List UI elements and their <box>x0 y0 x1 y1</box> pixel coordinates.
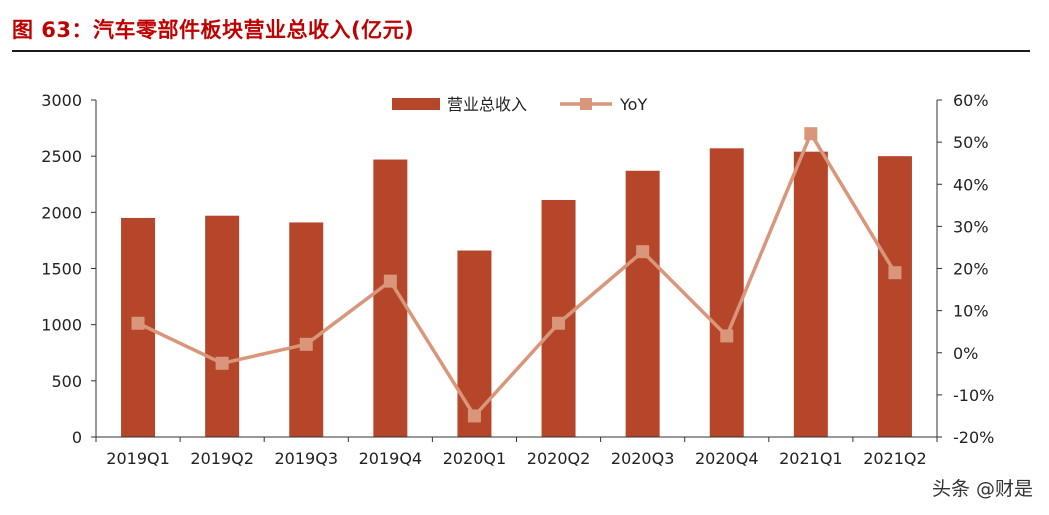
x-tick-label: 2019Q4 <box>359 449 423 468</box>
figure-title: 图 63：汽车零部件板块营业总收入(亿元) <box>12 18 415 42</box>
x-tick-label: 2020Q2 <box>527 449 591 468</box>
yoy-marker-2019Q1 <box>131 316 145 330</box>
legend-line-marker <box>580 98 592 110</box>
x-tick-label: 2021Q2 <box>863 449 927 468</box>
right-tick-label: 0% <box>953 344 978 363</box>
axes-layer: 0 500 1000 1500 2000 2500 3000 -20% -10% 0% 10% 20%… <box>41 91 994 468</box>
yoy-marker-2020Q1 <box>467 409 481 423</box>
bar-2019Q3 <box>289 222 324 437</box>
legend-line-label: YoY <box>619 95 647 114</box>
right-tick-label: 60% <box>953 91 989 110</box>
watermark: 头条 @财是 <box>931 478 1033 500</box>
x-tick-label: 2020Q4 <box>695 449 759 468</box>
right-tick-label: 20% <box>953 260 989 279</box>
bar-2021Q1 <box>793 151 828 437</box>
right-tick-label: 10% <box>953 302 989 321</box>
yoy-marker-2019Q2 <box>215 356 229 370</box>
yoy-marker-2021Q2 <box>888 266 902 280</box>
left-tick-label: 1000 <box>41 316 82 335</box>
yoy-marker-2019Q3 <box>299 337 313 351</box>
left-tick-label: 2000 <box>41 203 82 222</box>
x-tick-label: 2020Q3 <box>611 449 675 468</box>
legend: 营业总收入 YoY <box>392 95 647 114</box>
x-tick-label: 2021Q1 <box>779 449 843 468</box>
right-tick-label: 30% <box>953 217 989 236</box>
x-tick-label: 2019Q2 <box>190 449 254 468</box>
legend-bar-swatch <box>392 98 440 110</box>
right-tick-label: -20% <box>953 428 994 447</box>
yoy-marker-2019Q4 <box>383 274 397 288</box>
right-tick-label: 40% <box>953 175 989 194</box>
left-tick-label: 2500 <box>41 147 82 166</box>
yoy-marker-2020Q2 <box>552 316 566 330</box>
yoy-marker-2020Q3 <box>636 245 650 259</box>
left-tick-label: 500 <box>51 372 82 391</box>
bar-2020Q3 <box>625 170 660 437</box>
yoy-marker-2020Q4 <box>720 329 734 343</box>
left-tick-label: 0 <box>72 428 82 447</box>
x-tick-label: 2019Q3 <box>275 449 339 468</box>
x-tick-label: 2019Q1 <box>106 449 170 468</box>
title-divider <box>12 50 1030 52</box>
yoy-line-layer <box>131 127 902 423</box>
bar-2020Q4 <box>709 148 744 437</box>
bar-2020Q1 <box>457 250 492 437</box>
bars-layer <box>121 148 912 437</box>
yoy-marker-2021Q1 <box>804 127 818 141</box>
x-tick-label: 2020Q1 <box>443 449 507 468</box>
bar-2019Q2 <box>205 215 240 437</box>
right-tick-label: 50% <box>953 133 989 152</box>
left-tick-label: 3000 <box>41 91 82 110</box>
right-tick-label: -10% <box>953 386 994 405</box>
yoy-line <box>137 131 897 418</box>
legend-bar-label: 营业总收入 <box>447 95 527 114</box>
left-tick-label: 1500 <box>41 260 82 279</box>
bar-2021Q2 <box>877 156 912 437</box>
